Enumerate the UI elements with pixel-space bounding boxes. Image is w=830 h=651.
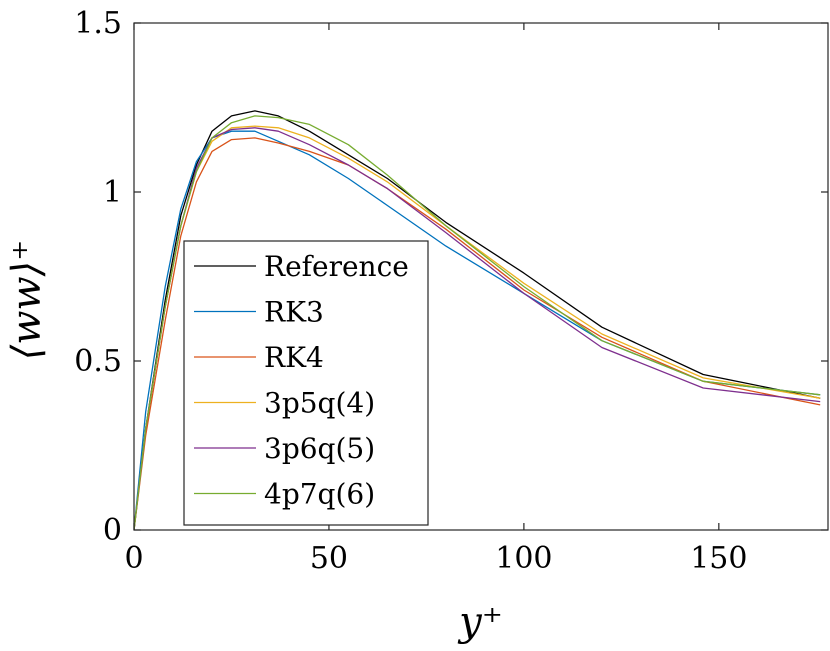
x-tick-label: 100	[495, 541, 552, 576]
tick-layer: 0 50 100 150 0 0.5 1 1.5	[74, 6, 828, 576]
legend-label-3: 3p5q(4)	[264, 387, 375, 420]
x-tick-label: 0	[124, 541, 143, 576]
x-tick-label: 150	[690, 541, 747, 576]
plot-area-frame	[133, 22, 829, 531]
y-tick-label: 1	[103, 175, 122, 210]
legend-label-1: RK3	[264, 296, 324, 329]
series-line-0	[134, 110, 821, 530]
legend-label-2: RK4	[264, 341, 324, 374]
legend-box	[183, 240, 429, 526]
series-line-5	[134, 115, 821, 530]
legend: Reference RK3 RK4 3p5q(4) 3p6q(5) 4p7q(6)	[183, 240, 429, 526]
x-axis-title: y⁺	[457, 599, 503, 645]
y-tick-label: 0.5	[74, 344, 122, 379]
legend-label-4: 3p6q(5)	[264, 432, 375, 465]
y-tick-label: 0	[103, 513, 122, 548]
legend-label-0: Reference	[264, 250, 409, 283]
y-tick-label: 1.5	[74, 6, 122, 41]
series-line-2	[134, 137, 821, 530]
y-axis-title: ⟨ww⟩⁺	[4, 240, 50, 361]
series-line-1	[134, 130, 821, 530]
x-tick-label: 50	[310, 541, 348, 576]
series-layer	[134, 110, 821, 530]
legend-label-5: 4p7q(6)	[264, 478, 375, 511]
